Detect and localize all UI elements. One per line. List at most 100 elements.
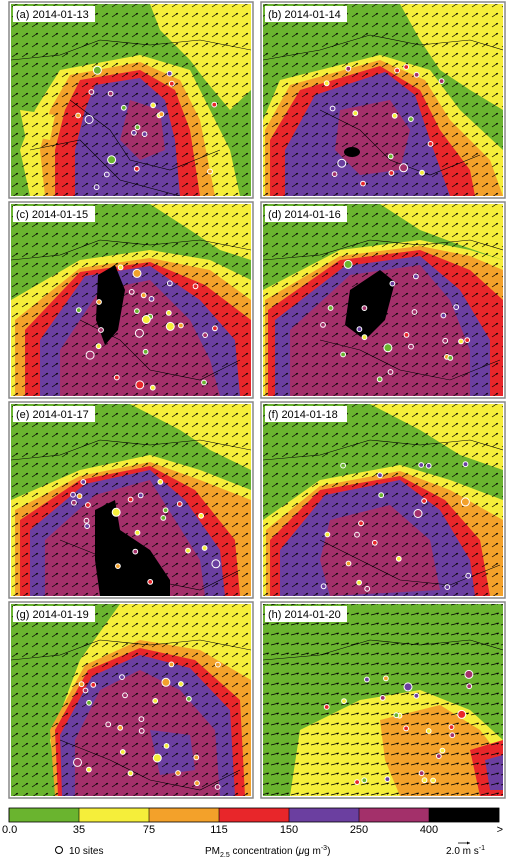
site-marker: [132, 268, 142, 278]
site-marker: [84, 115, 94, 124]
site-marker: [379, 695, 386, 701]
site-marker: [131, 129, 137, 136]
colorbar-title-unit: g m: [304, 846, 321, 857]
colorbar-title-mu: μ: [298, 846, 305, 857]
site-marker: [186, 696, 192, 702]
site-marker: [141, 315, 151, 324]
site-marker: [323, 704, 330, 710]
panel-f-map: [263, 404, 503, 596]
site-marker: [465, 572, 472, 579]
site-marker: [393, 712, 400, 719]
site-marker: [96, 299, 102, 305]
panel-g-title: (g) 2014-01-19: [16, 609, 89, 621]
site-marker: [175, 770, 181, 776]
site-marker: [340, 351, 347, 358]
site-marker: [73, 757, 82, 767]
site-marker: [178, 322, 184, 329]
panel-c-title: (c) 2014-01-15: [16, 209, 88, 221]
site-marker: [160, 515, 167, 521]
site-marker: [376, 376, 383, 383]
site-marker: [435, 753, 442, 759]
panel-d-map: [263, 204, 503, 396]
site-marker: [442, 337, 449, 344]
site-marker: [162, 507, 169, 514]
site-marker: [324, 531, 331, 538]
site-marker: [447, 355, 454, 361]
site-marker: [439, 747, 446, 754]
site-marker: [92, 65, 102, 75]
site-marker: [75, 307, 82, 314]
site-marker: [377, 472, 383, 479]
site-marker: [383, 343, 393, 353]
site-marker: [354, 531, 360, 538]
site-marker: [421, 777, 428, 784]
panel-e-title: (e) 2014-01-17: [16, 409, 89, 421]
site-marker: [387, 369, 394, 375]
site-marker: [448, 724, 455, 730]
panel-h-label-box: [265, 606, 347, 622]
panel-b-title: (b) 2014-01-14: [268, 9, 341, 21]
panel-e: (e) 2014-01-17: [8, 401, 254, 599]
panel-d-title: (d) 2014-01-16: [268, 209, 341, 221]
site-marker: [166, 70, 173, 77]
site-marker: [408, 116, 414, 122]
panel-f-label-box: [265, 406, 347, 422]
site-marker: [430, 777, 437, 784]
colorbar-title-rest: concentration (: [230, 846, 300, 857]
site-marker: [391, 112, 398, 119]
site-marker: [340, 462, 347, 469]
site-marker: [388, 170, 395, 176]
site-marker: [329, 105, 336, 112]
site-marker: [93, 184, 100, 191]
colorbar-title-close: ): [327, 846, 330, 857]
colorbar-tick-label: >: [497, 824, 503, 836]
site-marker: [444, 584, 451, 590]
wind-reference-value: 2.0 m s: [446, 846, 479, 857]
site-marker: [141, 131, 148, 138]
site-marker-icon: [55, 846, 63, 854]
colorbar-segment-2: [149, 808, 219, 822]
site-marker: [90, 682, 97, 688]
site-marker: [403, 725, 410, 732]
site-marker: [207, 168, 213, 175]
panel-d-sites: [320, 259, 471, 383]
site-marker: [119, 674, 125, 680]
panel-a-label-box: [13, 6, 95, 22]
site-marker: [134, 124, 141, 131]
panel-g-label-box: [13, 606, 95, 622]
site-marker: [361, 305, 368, 312]
panel-c-map: [11, 204, 251, 396]
site-marker: [345, 65, 352, 72]
site-marker: [352, 110, 359, 117]
site-marker: [453, 304, 460, 311]
site-marker: [427, 141, 434, 147]
site-marker: [399, 163, 409, 173]
site-marker: [215, 661, 221, 668]
wind-reference-label: 2.0 m s-1: [446, 845, 485, 857]
panel-h-title: (h) 2014-01-20: [268, 609, 341, 621]
panel-c-sites: [75, 264, 218, 391]
site-marker: [135, 380, 145, 390]
colorbar-segment-3: [219, 808, 289, 822]
site-marker: [320, 322, 326, 328]
colorbar-title: PM2.5 concentration (μg m-3): [205, 845, 330, 859]
site-marker: [134, 328, 144, 338]
site-marker: [71, 499, 77, 506]
site-marker: [383, 675, 389, 682]
site-marker: [413, 71, 420, 78]
site-marker: [462, 461, 469, 468]
site-marker: [111, 507, 121, 517]
site-marker: [419, 169, 425, 176]
site-marker: [86, 766, 92, 773]
wind-reference-exp: -1: [479, 845, 485, 852]
site-marker: [148, 296, 155, 302]
site-marker: [113, 374, 120, 381]
colorbar: [8, 807, 500, 823]
site-marker: [371, 539, 378, 546]
site-marker: [361, 334, 368, 341]
site-marker: [142, 348, 149, 355]
site-marker: [168, 80, 175, 87]
site-marker: [127, 496, 134, 503]
site-marker: [168, 661, 175, 668]
site-marker: [337, 158, 347, 168]
